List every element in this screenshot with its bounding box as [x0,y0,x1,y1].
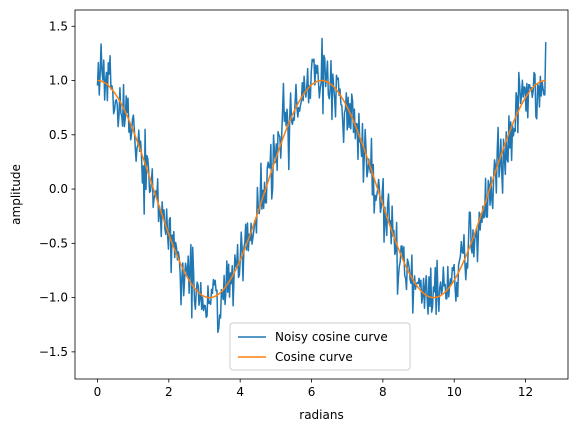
y-tick-label: −1.5 [39,345,68,359]
y-tick-label: −0.5 [39,236,68,250]
x-tick-label: 12 [518,385,533,399]
x-axis: 0 2 4 6 8 10 12 [94,379,533,399]
plot-area [74,9,569,380]
x-tick-label: 8 [379,385,387,399]
y-tick-label: −1.0 [39,291,68,305]
axes-border [74,9,569,380]
y-axis-label: amplitude [9,164,23,225]
x-tick-label: 0 [94,385,102,399]
legend-label: Noisy cosine curve [275,330,388,344]
x-tick-label: 2 [165,385,173,399]
y-tick-label: 0.0 [49,182,68,196]
legend-box [229,322,411,371]
y-tick-label: 1.5 [49,19,68,33]
x-axis-label: radians [299,408,343,422]
legend-label: Cosine curve [275,350,353,364]
y-axis: −1.5 −1.0 −0.5 0.0 0.5 1.0 1.5 [39,19,75,359]
x-tick-label: 4 [236,385,244,399]
x-tick-label: 6 [308,385,316,399]
series-line-cosine [97,79,546,299]
y-tick-label: 1.0 [49,74,68,88]
legend: Noisy cosine curve Cosine curve [229,322,411,371]
x-tick-label: 10 [447,385,462,399]
series-layer [96,37,547,334]
y-tick-label: 0.5 [49,128,68,142]
